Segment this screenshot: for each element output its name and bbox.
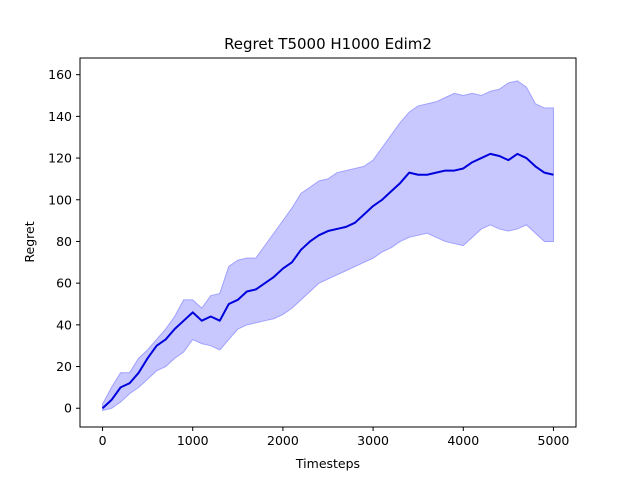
confidence-band <box>102 80 554 411</box>
x-tick-label: 5000 <box>538 433 570 448</box>
x-tick-label: 1000 <box>177 433 209 448</box>
axis-ticks: 0 1000 2000 3000 4000 5000 0 20 40 60 80 100 120 140 1… <box>48 67 569 448</box>
x-tick-label: 3000 <box>357 433 389 448</box>
y-tick-label: 0 <box>64 401 72 416</box>
y-tick-label: 20 <box>56 359 72 374</box>
x-tick-label: 4000 <box>447 433 479 448</box>
plot-area <box>101 80 554 411</box>
mean-regret-line <box>101 152 554 409</box>
plot-frame <box>79 57 577 428</box>
y-tick-label: 120 <box>48 151 72 166</box>
y-tick-label: 140 <box>48 109 72 124</box>
chart-title: Regret T5000 H1000 Edim2 <box>224 35 432 53</box>
y-tick-label: 40 <box>56 317 72 332</box>
y-tick-label: 100 <box>48 192 72 207</box>
y-tick-label: 80 <box>56 234 72 249</box>
x-tick-label: 0 <box>99 433 107 448</box>
x-axis-title: Timesteps <box>295 456 360 471</box>
y-tick-label: 160 <box>48 67 72 82</box>
x-tick-label: 2000 <box>267 433 299 448</box>
y-tick-label: 60 <box>56 276 72 291</box>
y-axis-title: Regret <box>22 221 37 262</box>
